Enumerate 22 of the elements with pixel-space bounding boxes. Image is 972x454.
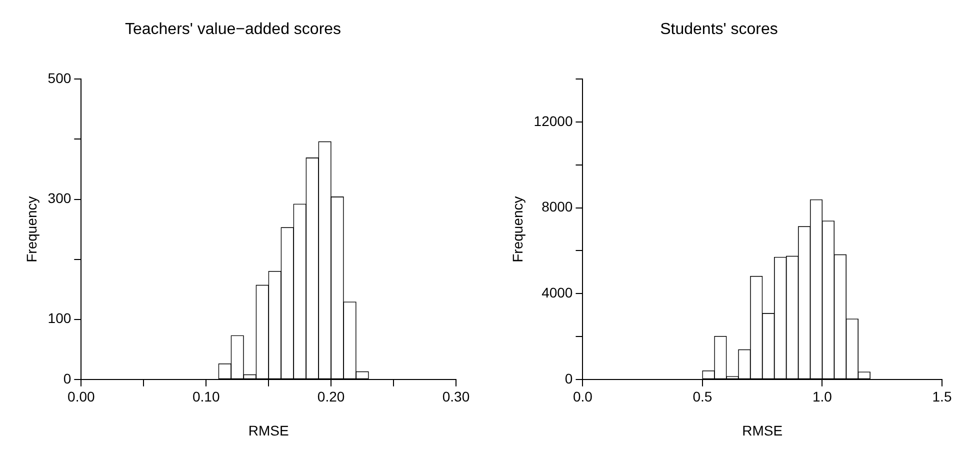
y-tick-label: 12000 (534, 112, 573, 129)
x-tick-label: 1.5 (932, 388, 952, 405)
y-tick-label: 300 (48, 190, 72, 206)
y-tick-label: 0 (564, 370, 573, 386)
y-tick-label: 500 (48, 70, 72, 86)
x-tick-label: 1.0 (812, 388, 832, 405)
x-tick-label: 0.30 (442, 388, 470, 405)
x-tick-label: 0.00 (68, 388, 95, 405)
chart-title: Students' scores (660, 21, 778, 38)
chart-title: Teachers' value−added scores (124, 21, 342, 38)
x-tick-label: 0.20 (317, 388, 345, 405)
y-axis-title: Frequency (23, 196, 40, 262)
y-tick-label: 0 (63, 370, 72, 386)
y-tick-label: 100 (48, 310, 72, 326)
y-tick-label: 8000 (542, 198, 573, 215)
x-axis-title: RMSE (742, 422, 783, 438)
y-axis-title: Frequency (509, 196, 526, 262)
y-tick-label: 4000 (542, 284, 573, 300)
x-tick-label: 0.0 (572, 388, 593, 405)
x-axis-title: RMSE (248, 422, 289, 438)
x-tick-label: 0.5 (692, 388, 712, 405)
x-tick-label: 0.10 (192, 388, 220, 405)
